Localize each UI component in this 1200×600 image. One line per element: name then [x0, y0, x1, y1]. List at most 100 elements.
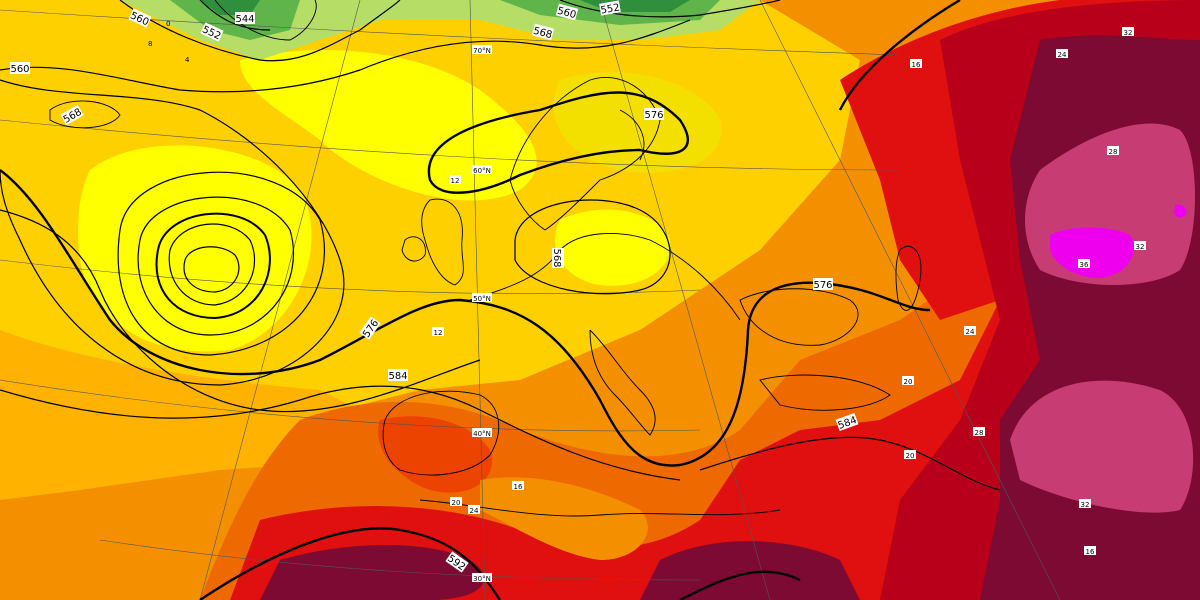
latitude-line-40 [0, 379, 701, 432]
latitude-line-50 [0, 259, 701, 295]
contour-atlantic-outer [0, 209, 481, 413]
contour-592-east [679, 570, 801, 600]
contour-east [838, 0, 961, 111]
field-red-orange-iberia [378, 416, 492, 493]
lat-label-70: 70°N [472, 45, 492, 55]
field-yellow-scandinavia [553, 72, 722, 173]
meridian-4 [759, 0, 1061, 600]
svg-text:24: 24 [1058, 51, 1067, 59]
svg-text:568: 568 [551, 248, 562, 267]
svg-text:32: 32 [1081, 501, 1090, 509]
temp-label-box: 20 [902, 376, 914, 386]
coast-caspian [895, 245, 922, 311]
contour-poland [514, 199, 671, 295]
coast-gulf-bothnia [619, 109, 645, 161]
latitude-line-60 [0, 119, 901, 171]
contour-north-544 [199, 0, 271, 31]
svg-text:70°N: 70°N [473, 47, 491, 55]
coast-ireland [401, 236, 426, 262]
lat-label-50: 50°N [472, 293, 492, 303]
field-orange-mediterranean [480, 477, 648, 560]
contour-low-3 [155, 212, 271, 320]
field-magenta-dot [1174, 204, 1187, 218]
label-576-scandinavia: 576 [644, 108, 664, 121]
temp-label-box: 32 [1122, 27, 1134, 37]
contour-568 [0, 79, 345, 386]
svg-text:28: 28 [975, 429, 984, 437]
coast-iberia [382, 390, 500, 476]
temp-label: 4 [185, 56, 190, 64]
coast-greenland [214, 0, 317, 41]
temperature-labels: 0 8 4 12 16 12 16 20 24 20 24 28 32 36 2… [148, 20, 1146, 556]
temp-label-box: 28 [973, 427, 985, 437]
contour-north-arctic-552 [559, 0, 781, 18]
coast-iceland [49, 100, 121, 129]
svg-text:30°N: 30°N [473, 575, 491, 583]
svg-text:28: 28 [1109, 148, 1118, 156]
temp-label-box: 12 [432, 327, 444, 337]
svg-text:36: 36 [1080, 261, 1089, 269]
svg-text:584: 584 [388, 371, 407, 382]
contour-low-inner [183, 246, 240, 293]
field-magenta-core [1050, 227, 1134, 278]
contour-scandinavia [427, 91, 689, 194]
temp-label-box: 24 [468, 505, 480, 515]
svg-text:20: 20 [904, 378, 913, 386]
field-yellow-poland [554, 209, 671, 286]
temp-label-box: 20 [450, 497, 462, 507]
label-568-n: 568 [531, 23, 555, 42]
contour-584 [0, 385, 681, 481]
svg-text:16: 16 [912, 61, 921, 69]
label-568-poland: 568 [551, 248, 564, 268]
temp-label-box: 24 [964, 326, 976, 336]
coast-scandinavia [509, 76, 661, 231]
svg-text:552: 552 [600, 2, 621, 16]
label-544: 544 [235, 12, 255, 25]
svg-text:12: 12 [434, 329, 443, 337]
temp-label-box: 16 [1084, 546, 1096, 556]
svg-text:568: 568 [532, 26, 553, 42]
temp-label-box: 36 [1078, 259, 1090, 269]
svg-text:32: 32 [1124, 29, 1133, 37]
svg-text:560: 560 [10, 64, 29, 75]
svg-text:20: 20 [906, 452, 915, 460]
contour-584-east [699, 436, 1001, 491]
field-yellow-north [240, 50, 537, 201]
coast-anatolia [759, 374, 891, 411]
field-maroon-south [640, 541, 860, 600]
svg-text:576: 576 [644, 110, 663, 121]
contour-592 [199, 527, 501, 600]
geopotential-contours [0, 0, 1001, 600]
temp-label-box: 28 [1107, 146, 1119, 156]
svg-text:24: 24 [470, 507, 479, 515]
temp-label-box: 12 [449, 175, 461, 185]
temp-label-box: 32 [1079, 499, 1091, 509]
geopotential-labels: 560 552 544 552 560 560 568 568 576 584 [10, 0, 859, 573]
coast-black-sea [739, 288, 859, 346]
meridian-3 [599, 0, 771, 600]
meridian-2 [199, 0, 361, 600]
contour-low-2 [168, 223, 256, 306]
label-576-e: 576 [813, 278, 833, 291]
svg-text:576: 576 [813, 280, 832, 291]
contour-north-552 [119, 0, 401, 62]
temp-label-box: 20 [904, 450, 916, 460]
latitude-labels: 70°N 60°N 50°N 40°N 30°N [472, 45, 492, 583]
temp-label: 8 [148, 40, 152, 48]
contour-low-4 [137, 196, 295, 336]
svg-text:60°N: 60°N [473, 167, 491, 175]
latitude-line-30 [99, 539, 701, 581]
temp-label-box: 32 [1134, 241, 1146, 251]
lat-label-30: 30°N [472, 573, 492, 583]
svg-text:12: 12 [451, 177, 460, 185]
field-pink-south [1010, 380, 1194, 513]
label-560-w: 560 [10, 62, 30, 75]
svg-text:24: 24 [966, 328, 975, 336]
svg-text:50°N: 50°N [473, 295, 491, 303]
field-maroon-africa [260, 545, 485, 600]
lat-label-60: 60°N [472, 165, 492, 175]
coast-british-isles [421, 198, 464, 286]
svg-text:16: 16 [514, 483, 523, 491]
